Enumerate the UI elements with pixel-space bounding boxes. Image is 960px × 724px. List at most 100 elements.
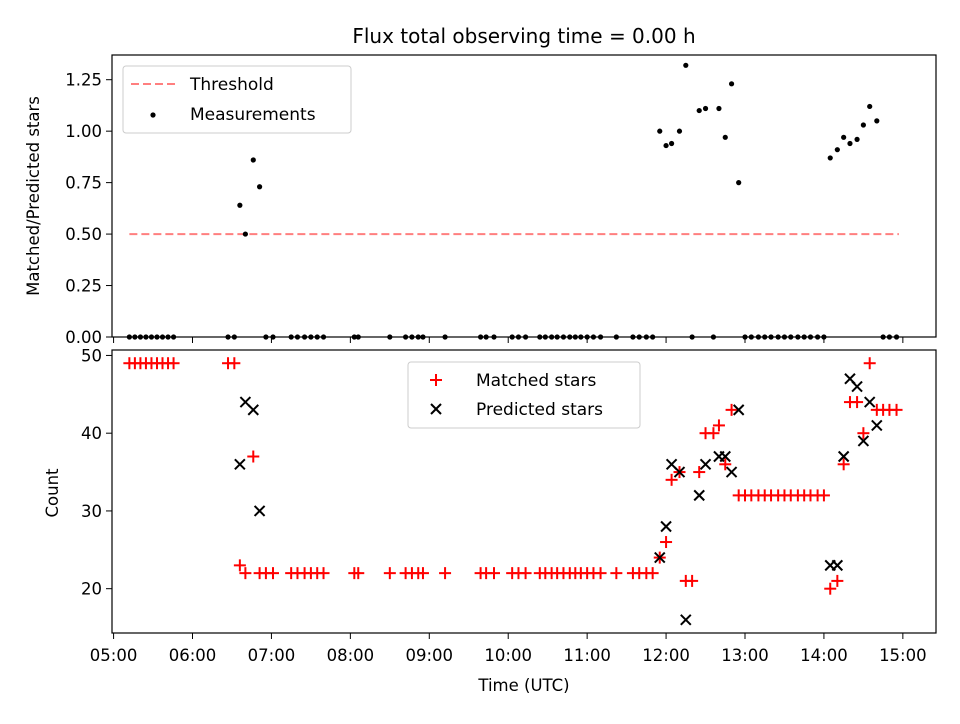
predicted-star-marker <box>851 380 863 393</box>
matched-star-marker <box>383 567 396 580</box>
predicted-star-marker <box>725 466 738 478</box>
matched-star-marker <box>857 427 870 440</box>
matched-star-marker <box>167 357 180 370</box>
measurement-point <box>847 140 853 147</box>
matched-star-marker <box>665 473 678 486</box>
predicted-star-marker <box>680 614 692 626</box>
measurement-point <box>696 107 702 114</box>
matched-star-marker <box>439 567 452 580</box>
chart-title: Flux total observing time = 0.00 h <box>352 24 695 48</box>
measurement-point <box>702 105 709 112</box>
ratio-y-tick-label: 0.25 <box>65 277 102 296</box>
measurement-point <box>668 140 675 147</box>
legend-predicted-label: Predicted stars <box>476 400 603 420</box>
measurement-point <box>827 155 833 161</box>
ratio-panel-frame <box>111 54 937 338</box>
measurement-point <box>242 231 248 237</box>
measurement-point <box>854 136 860 142</box>
matched-star-marker <box>660 536 673 549</box>
ratio-y-tick-label: 1.25 <box>65 71 102 90</box>
measurement-point <box>256 184 263 190</box>
ratio-panel: Flux total observing time = 0.00 h 0.00 0… <box>24 24 937 347</box>
matched-star-marker <box>707 427 720 440</box>
x-tick-label: 10:00 <box>484 646 532 665</box>
ratio-y-axis-label: Matched/Predicted stars <box>24 96 43 296</box>
matched-star-marker <box>519 567 532 580</box>
x-tick-label: 06:00 <box>169 646 217 665</box>
legend-measurements-swatch <box>150 112 156 118</box>
counts-y-axis-label: Count <box>43 468 62 518</box>
predicted-star-marker <box>253 505 266 517</box>
counts-y-tick-label: 20 <box>81 580 102 599</box>
x-tick-label: 12:00 <box>642 646 690 665</box>
matched-star-marker <box>890 403 903 416</box>
measurement-point <box>874 118 880 124</box>
x-tick-label: 11:00 <box>563 646 611 665</box>
ratio-legend-box <box>122 65 352 134</box>
matched-star-marker <box>824 582 837 595</box>
matched-star-marker <box>693 466 706 479</box>
measurement-point <box>250 157 256 163</box>
measurement-point <box>860 122 866 128</box>
legend-measurements-label: Measurements <box>190 105 316 125</box>
counts-legend-box <box>407 361 641 429</box>
measurement-point <box>716 105 722 112</box>
predicted-star-marker <box>654 551 666 564</box>
matched-star-marker <box>228 357 241 370</box>
measurement-point <box>663 142 669 149</box>
matched-star-marker <box>831 574 844 587</box>
predicted-star-marker <box>857 435 870 447</box>
x-tick-label: 05:00 <box>90 646 138 665</box>
measurement-point <box>676 128 683 134</box>
predicted-star-marker <box>732 404 745 416</box>
predicted-star-marker <box>234 458 246 470</box>
matched-star-marker <box>488 567 501 580</box>
measurement-point <box>736 180 742 186</box>
measurement-point <box>722 134 728 140</box>
x-tick-label: 08:00 <box>327 646 375 665</box>
predicted-star-marker <box>247 404 259 416</box>
matched-star-marker <box>233 559 246 572</box>
matched-star-marker <box>837 458 850 471</box>
x-tick-label: 14:00 <box>800 646 848 665</box>
ratio-legend: Threshold Measurements <box>122 65 352 134</box>
legend-matched-swatch <box>430 374 442 386</box>
counts-panel-frame <box>111 349 937 634</box>
x-tick-label: 09:00 <box>406 646 454 665</box>
matched-star-marker <box>594 567 607 580</box>
matched-star-marker <box>352 567 365 580</box>
predicted-star-marker <box>673 466 686 478</box>
predicted-star-marker <box>871 419 883 432</box>
x-tick-label: 13:00 <box>721 646 769 665</box>
legend-matched-label: Matched stars <box>476 371 596 391</box>
counts-legend: Matched stars Predicted stars <box>407 361 641 429</box>
measurement-point <box>834 147 840 153</box>
predicted-star-marker <box>699 458 712 470</box>
counts-y-tick-label: 30 <box>81 502 102 521</box>
predicted-star-marker <box>831 559 844 572</box>
matched-star-marker <box>416 567 429 580</box>
matched-star-marker <box>247 450 260 463</box>
measurement-point <box>237 202 243 208</box>
matched-star-marker <box>719 458 732 471</box>
matched-star-marker <box>610 567 623 580</box>
ratio-y-tick-label: 1.00 <box>65 122 102 141</box>
matched-star-marker <box>317 567 330 580</box>
legend-predicted-swatch <box>430 403 442 415</box>
ratio-y-tick-label: 0.00 <box>65 328 102 347</box>
measurement-point <box>657 128 663 134</box>
measurement-point <box>728 81 735 87</box>
legend-threshold-label: Threshold <box>189 75 274 95</box>
ratio-y-tick-label: 0.50 <box>65 225 102 244</box>
counts-y-tick-label: 40 <box>81 424 102 443</box>
predicted-star-marker <box>693 489 705 502</box>
measurement-point <box>841 134 847 140</box>
matched-star-marker <box>851 396 864 409</box>
matched-star-marker <box>712 419 725 432</box>
counts-y-tick-label: 50 <box>81 346 102 365</box>
matched-star-marker <box>646 567 659 580</box>
x-axis-label: Time (UTC) <box>477 676 569 695</box>
matched-star-marker <box>267 567 280 580</box>
predicted-star-marker <box>719 450 731 463</box>
